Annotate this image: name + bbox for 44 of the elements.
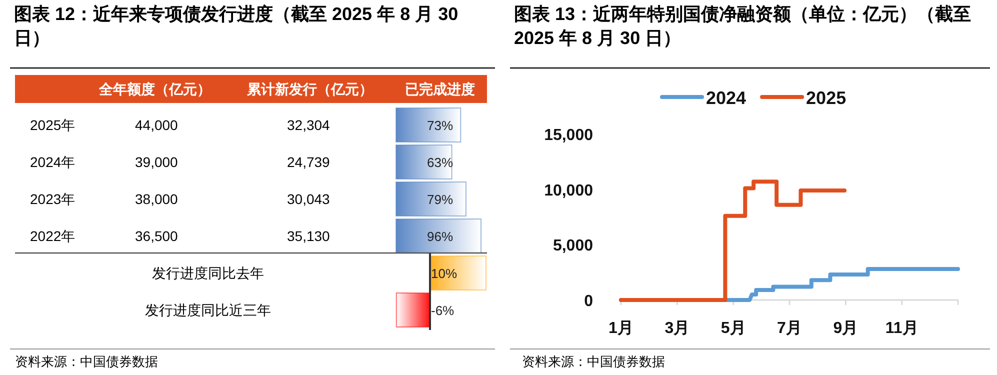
y-tick-label: 2024年 [30,154,76,170]
data-label: -6% [431,303,455,318]
text: 38,000 [135,191,178,207]
y-tick-label: 2022年 [30,228,76,244]
text: 44,000 [135,117,178,133]
bar [396,108,462,142]
text: 已完成进度 [405,81,475,97]
legend-label: 2025 [806,88,846,108]
data-label: 63% [426,155,454,170]
text: 24,739 [287,154,330,170]
y-tick-label: 2025年 [30,117,76,133]
text: 39,000 [135,154,178,170]
data-label: 79% [426,192,454,207]
text: 资料来源：中国债券数据 [522,354,665,369]
text: 图表 12：近年来专项债发行进度（截至 2025 年 8 月 30 日） [14,3,460,50]
x-tick-label: 3月 [664,320,690,337]
y-tick-label: 10,000 [544,182,594,200]
text: 全年额度（亿元） [98,81,211,97]
bar [396,218,482,254]
y-tick-label: 15,000 [544,127,594,144]
data-label: 10% [431,266,458,281]
legend-label: 2024 [706,88,746,108]
y-tick-label: 发行进度同比去年 [152,265,264,281]
x-tick-label: 9月 [833,320,858,337]
text: 累计新发行（亿元） [246,81,373,97]
x-tick-label: 1月 [608,320,634,337]
y-tick-label: 发行进度同比近三年 [145,302,271,318]
line-series [619,180,847,302]
bar [396,182,466,216]
x-tick-label: 7月 [777,320,802,337]
data-label: 96% [426,229,454,244]
text: 32,304 [287,117,330,133]
text: 资料来源：中国债券数据 [15,354,158,369]
y-tick-label: 0 [584,293,594,310]
y-tick-label: 2023年 [30,191,76,207]
text: 35,130 [287,228,330,244]
y-tick-label: 5,000 [552,238,594,255]
chart-title: 图表 13：近两年特别国债净融资额（单位：亿元）（截至 2025 年 8 月 30 日） [514,3,972,50]
text: 36,500 [135,228,178,244]
text: 30,043 [287,191,330,207]
x-tick-label: 11月 [885,320,918,337]
x-tick-label: 5月 [720,320,746,337]
data-label: 73% [426,118,454,133]
bar [396,144,452,180]
